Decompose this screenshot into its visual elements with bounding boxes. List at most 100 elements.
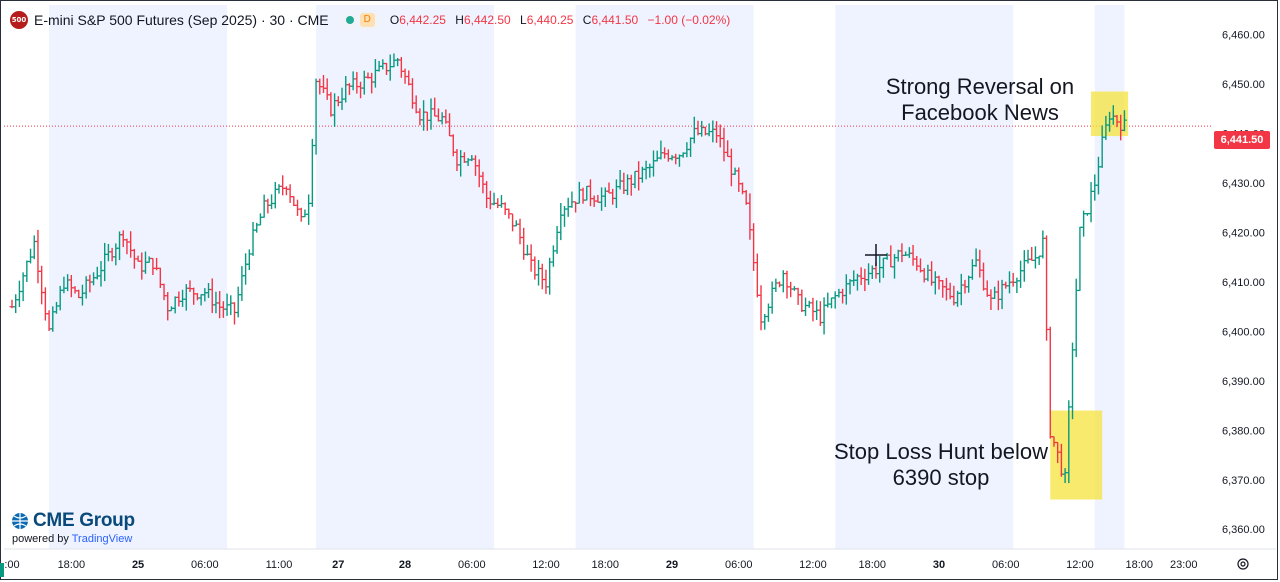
price-bar	[773, 278, 779, 292]
scroll-marker[interactable]	[0, 563, 4, 577]
price-bar	[272, 181, 278, 209]
session-band-1	[316, 5, 495, 549]
session-band-0	[49, 5, 228, 549]
y-tick-label: 6,400.00	[1222, 326, 1265, 338]
powered-prefix: powered by	[12, 533, 72, 545]
price-bar	[810, 297, 816, 322]
low-value: 6,440.25	[526, 13, 574, 27]
change-value: −1.00 (−0.02%)	[647, 13, 731, 27]
y-tick-label: 6,460.00	[1222, 30, 1265, 42]
price-bar	[283, 186, 289, 196]
price-bar	[1029, 247, 1035, 261]
price-bar	[754, 253, 760, 298]
price-bar	[803, 297, 809, 316]
price-bar	[1018, 260, 1024, 288]
y-tick-label: 6,420.00	[1222, 227, 1265, 239]
y-tick-label: 6,380.00	[1222, 425, 1265, 437]
price-bar	[302, 209, 308, 218]
y-tick-label: 6,390.00	[1222, 376, 1265, 388]
price-bar	[231, 302, 237, 325]
price-bar	[1070, 342, 1076, 420]
x-tick-label: 18:00	[58, 559, 86, 571]
price-bar	[20, 272, 26, 302]
price-bar	[298, 207, 304, 222]
low-label: L	[520, 13, 527, 27]
price-bar	[539, 263, 545, 290]
price-bar	[16, 280, 22, 308]
price-bar	[261, 194, 267, 218]
price-bar	[291, 196, 297, 207]
x-tick-label: 18:00	[859, 559, 887, 571]
price-bar	[1081, 210, 1087, 237]
delayed-badge: D	[359, 13, 375, 27]
price-bar	[777, 281, 783, 288]
price-bar	[825, 292, 831, 308]
price-bar	[821, 297, 827, 335]
time-axis: :00 18:00 25 06:00 11:00 27 28 06:00 12:00 18:00 2…	[4, 548, 1276, 571]
price-bar	[502, 202, 508, 215]
price-bar	[257, 213, 263, 226]
price-bar	[554, 225, 560, 254]
x-tick-label: 23:00	[1170, 559, 1198, 571]
price-bar	[543, 269, 549, 294]
x-tick-label: 12:00	[799, 559, 827, 571]
x-tick-label: :00	[4, 559, 19, 571]
price-bar	[784, 270, 790, 299]
price-bar	[769, 281, 775, 314]
y-tick-label: 6,410.00	[1222, 277, 1265, 289]
price-bar	[536, 259, 542, 286]
price-bar	[42, 287, 48, 321]
price-bar	[239, 266, 245, 301]
price-bar	[1121, 110, 1127, 132]
price-bar	[1040, 230, 1046, 259]
price-bar	[235, 286, 241, 318]
high-label: H	[455, 13, 464, 27]
chart-header: 500 E-mini S&P 500 Futures (Sep 2025) · …	[10, 9, 736, 31]
powered-by[interactable]: powered by TradingView	[12, 533, 132, 545]
price-bar	[565, 197, 571, 217]
price-bar	[24, 260, 30, 283]
price-bar	[243, 253, 249, 285]
price-bar	[1025, 249, 1031, 264]
price-bar	[28, 248, 34, 264]
symbol-badge[interactable]: 500	[10, 11, 28, 29]
high-value: 6,442.50	[463, 13, 511, 27]
chart-title[interactable]: E-mini S&P 500 Futures (Sep 2025) · 30 ·…	[34, 12, 329, 28]
x-tick-label: 30	[933, 559, 945, 571]
y-tick-label: 6,360.00	[1222, 524, 1265, 536]
price-bar	[228, 295, 234, 316]
annotation-reversal[interactable]: Strong Reversal on Facebook News	[885, 74, 1075, 125]
price-bar	[758, 285, 764, 331]
price-bar	[1014, 277, 1020, 294]
x-tick-label: 25	[132, 559, 144, 571]
cme-logo: CME Group	[11, 510, 135, 532]
price-bar	[1021, 250, 1027, 282]
price-bar	[765, 303, 771, 322]
y-tick-label: 6,450.00	[1222, 79, 1265, 91]
price-bar	[550, 245, 556, 267]
annotation-stop-hunt[interactable]: Stop Loss Hunt below 6390 stop	[833, 439, 1049, 490]
x-tick-label: 06:00	[191, 559, 219, 571]
price-bar	[1077, 226, 1083, 292]
price-bar	[269, 194, 275, 210]
gear-icon[interactable]	[1235, 556, 1251, 572]
price-bar	[35, 229, 41, 284]
price-bar	[280, 175, 286, 196]
price-bar	[295, 199, 301, 216]
close-label: C	[582, 13, 592, 27]
price-bar	[1044, 235, 1050, 341]
x-tick-label: 18:00	[1125, 559, 1153, 571]
price-bar	[31, 235, 37, 260]
price-bar	[498, 195, 504, 208]
price-bar	[287, 184, 293, 203]
cme-logo-text: CME Group	[33, 510, 135, 531]
close-value: 6,441.50	[591, 13, 639, 27]
crosshair-icon	[865, 244, 887, 266]
x-tick-label: 27	[332, 559, 344, 571]
tradingview-link[interactable]: TradingView	[71, 533, 133, 545]
price-bar	[250, 222, 256, 256]
market-status[interactable]: D	[338, 10, 382, 30]
price-bar	[39, 265, 45, 305]
x-tick-label: 06:00	[992, 559, 1020, 571]
